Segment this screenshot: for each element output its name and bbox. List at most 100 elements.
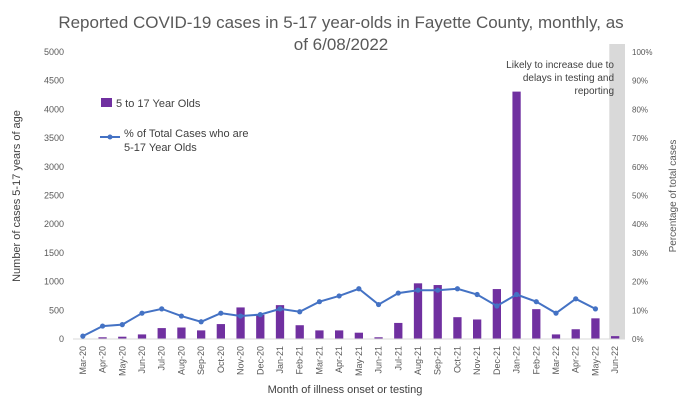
line-point	[375, 301, 382, 308]
chart-title-line-2: of 6/08/2022	[294, 35, 389, 54]
x-tick-label: Oct-20	[216, 346, 226, 373]
bar	[275, 305, 285, 339]
bar-series	[78, 91, 620, 339]
x-tick-label: Dec-20	[255, 346, 265, 375]
x-tick-label: Nov-21	[472, 346, 482, 375]
legend-label-line-part: 5-17 Year Olds	[124, 142, 197, 154]
bar	[256, 314, 265, 339]
x-tick-label: Jan-21	[275, 346, 285, 374]
bar	[512, 91, 521, 339]
line-point	[159, 306, 165, 312]
x-axis-ticks: Mar-20 Apr-20 May-20 Jun-20 Jul-20 Aug-20 Sep-…	[78, 346, 620, 376]
bar	[453, 317, 462, 339]
legend: 5 to 17 Year Olds % of Total Cases who a…	[100, 98, 249, 154]
line-point	[277, 306, 283, 312]
y-tick-label: 4500	[44, 76, 64, 86]
y-axis-title: Number of cases 5-17 years of age	[11, 110, 23, 282]
line-point	[356, 286, 362, 292]
x-tick-label: Feb-22	[531, 346, 541, 375]
bar	[433, 285, 442, 339]
x-tick-label: Mar-21	[314, 346, 324, 375]
x-tick-label: Sep-21	[433, 346, 443, 375]
x-tick-label: Dec-21	[492, 346, 502, 375]
annotation: Likely to increase due to delays in test…	[506, 60, 614, 97]
shaded-region	[609, 44, 625, 339]
legend-label-bars: 5 to 17 Year Olds	[116, 98, 201, 110]
right-axis-ticks: 0% 10% 20% 30% 40% 50% 60% 70% 80% 90% 100%	[632, 48, 652, 344]
line-point	[218, 310, 224, 316]
x-tick-label: May-22	[590, 346, 600, 376]
bar	[532, 309, 541, 339]
line-point	[533, 299, 539, 305]
x-tick-label: Apr-22	[571, 346, 581, 373]
line-point	[513, 291, 520, 298]
y2-tick-label: 30%	[632, 249, 648, 258]
x-tick-label: May-20	[117, 346, 127, 376]
bar	[118, 336, 127, 339]
y2-tick-label: 100%	[632, 48, 652, 57]
line-point	[139, 310, 145, 316]
x-tick-label: Jun-20	[137, 346, 147, 374]
x-tick-label: Mar-22	[551, 346, 561, 375]
bar	[492, 289, 501, 339]
legend-label-line-part: % of Total Cases who are	[124, 128, 249, 140]
line-series	[80, 286, 599, 339]
x-tick-label: Mar-20	[78, 346, 88, 375]
y2-tick-label: 90%	[632, 77, 648, 86]
line-point	[257, 312, 263, 318]
line-point	[336, 293, 342, 299]
bar	[571, 329, 580, 339]
y-tick-label: 3000	[44, 162, 64, 172]
y2-tick-label: 50%	[632, 192, 648, 201]
line-point	[297, 309, 303, 315]
bar	[216, 324, 225, 339]
line-point	[316, 299, 323, 305]
left-axis-ticks: 0 500 1000 1500 2000 2500 3000 3500 4000 4500 5000	[44, 47, 64, 344]
line-point	[494, 303, 500, 309]
line-point	[454, 286, 461, 292]
y2-tick-label: 40%	[632, 220, 648, 229]
x-tick-label: Aug-21	[413, 346, 423, 375]
x-tick-label: Aug-20	[176, 346, 186, 375]
y-tick-label: 2000	[44, 219, 64, 229]
annotation-line-3: reporting	[575, 86, 614, 97]
line-point	[553, 310, 559, 316]
bar	[374, 337, 383, 339]
x-tick-label: Jan-22	[512, 346, 522, 374]
y-tick-label: 5000	[44, 47, 64, 57]
bar	[413, 283, 423, 339]
y2-tick-label: 80%	[632, 105, 648, 114]
line-point	[80, 333, 86, 339]
y2-tick-label: 10%	[632, 306, 648, 315]
bar	[236, 307, 245, 339]
bar	[315, 330, 324, 339]
bar	[591, 318, 600, 339]
x-tick-label: Jun-21	[374, 346, 384, 374]
line-point	[395, 290, 401, 296]
x-tick-label: Jun-22	[610, 346, 620, 374]
line-point	[415, 287, 421, 293]
y-tick-label: 2500	[44, 191, 64, 201]
bar	[98, 337, 107, 339]
x-tick-label: Jul-20	[157, 346, 167, 371]
y2-tick-label: 70%	[632, 134, 648, 143]
annotation-line-1: Likely to increase due to	[506, 60, 614, 71]
annotation-line-2: delays in testing and	[523, 73, 614, 84]
x-tick-label: Apr-20	[98, 346, 108, 373]
bar	[295, 325, 304, 339]
chart-title: Reported COVID-19 cases in 5-17 year-old…	[58, 13, 623, 54]
x-tick-label: Oct-21	[452, 346, 462, 373]
bar	[394, 322, 403, 339]
line-point	[198, 319, 204, 325]
line-point	[237, 313, 244, 319]
y-tick-label: 4000	[44, 104, 64, 114]
y2-tick-label: 60%	[632, 163, 648, 172]
bar	[354, 332, 363, 339]
y-tick-label: 500	[49, 305, 64, 315]
y-tick-label: 0	[59, 334, 64, 344]
y-tick-label: 3500	[44, 133, 64, 143]
line-point	[435, 287, 441, 293]
x-tick-label: Apr-21	[334, 346, 344, 373]
line-point	[178, 313, 185, 319]
